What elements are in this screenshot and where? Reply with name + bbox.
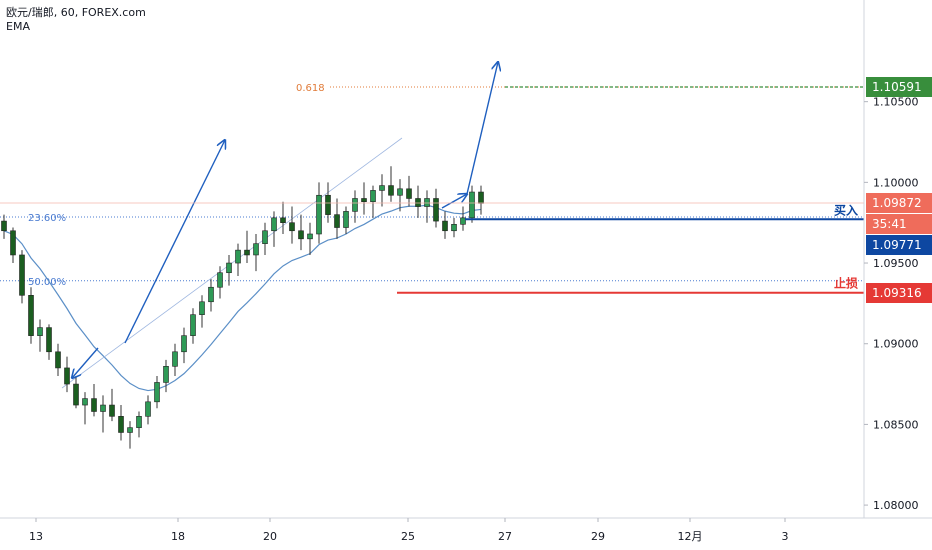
x-tick-label: 12月 (678, 530, 703, 543)
fib-levels: 0.618 23.60% 50.00% (0, 83, 864, 288)
arrows-layer (72, 62, 498, 378)
candle-body (163, 366, 169, 383)
candle-body (82, 398, 88, 406)
trendline (61, 137, 403, 389)
y-tick-label: 1.09500 (873, 257, 919, 270)
candle-body (217, 272, 223, 288)
price-tag-current: 1.09872 (866, 193, 932, 213)
x-tick-label: 27 (498, 530, 512, 543)
candle-body (172, 351, 178, 367)
x-tick-label: 18 (171, 530, 185, 543)
candle-body (145, 401, 151, 417)
price-axis: 1.10500 1.10000 1.09500 1.09000 1.08500 1.080… (864, 96, 919, 512)
candle-body (199, 301, 205, 315)
candle-body (361, 198, 367, 203)
candle-body (334, 214, 340, 228)
candle-body (316, 194, 322, 235)
time-axis: 13 18 20 25 27 29 12月 3 (29, 518, 789, 543)
symbol-title: 欧元/瑞郎, 60, FOREX.com (6, 6, 146, 19)
candle-body (280, 217, 286, 223)
candle-body (100, 404, 106, 412)
ema-layer (3, 137, 482, 392)
candle-body (73, 383, 79, 406)
candle-body (190, 314, 196, 336)
candle-body (406, 188, 412, 199)
candle-body (46, 327, 52, 353)
candle-body (19, 254, 25, 296)
candle-body (397, 188, 403, 196)
candle-body (424, 198, 430, 207)
candle-body (136, 416, 142, 428)
candle-body (433, 198, 439, 222)
x-tick-label: 29 (591, 530, 605, 543)
price-tag-countdown: 35:41 (866, 214, 932, 234)
candle-body (127, 427, 133, 433)
x-tick-label: 25 (401, 530, 415, 543)
candle-body (298, 230, 304, 240)
candle-body (55, 351, 61, 369)
candles-layer (1, 166, 484, 449)
candle-body (307, 233, 313, 240)
fib-label: 50.00% (28, 277, 66, 288)
x-tick-label: 3 (782, 530, 789, 543)
y-tick-label: 1.08000 (873, 499, 919, 512)
candle-body (226, 262, 232, 274)
forecast-arrow (441, 194, 467, 209)
stop-label: 止损 (834, 276, 858, 291)
forecast-arrow (124, 140, 225, 344)
candle-body (262, 230, 268, 244)
candle-body (415, 198, 421, 207)
candle-body (118, 416, 124, 433)
y-tick-label: 1.10000 (873, 176, 919, 189)
candle-body (469, 191, 475, 219)
fib-label: 0.618 (296, 83, 325, 94)
candle-body (460, 217, 466, 225)
candle-body (451, 224, 457, 232)
y-tick-label: 1.09000 (873, 338, 919, 351)
forecast-arrow (72, 347, 99, 378)
candle-body (10, 230, 16, 256)
candle-body (442, 220, 448, 232)
entry-label: 买入 (834, 203, 858, 217)
y-tick-label: 1.08500 (873, 418, 919, 431)
price-tag-stop: 1.09316 (866, 283, 932, 303)
candle-body (370, 190, 376, 203)
candle-body (478, 191, 484, 204)
candle-body (109, 404, 115, 417)
candle-body (235, 249, 241, 264)
fib-label: 23.60% (28, 213, 66, 224)
candle-body (379, 185, 385, 191)
candle-body (208, 286, 214, 303)
candle-body (325, 194, 331, 215)
price-tag-entry: 1.09771 (866, 235, 932, 255)
indicator-label: EMA (6, 20, 30, 33)
candle-body (37, 327, 43, 336)
candle-body (289, 222, 295, 232)
x-tick-label: 13 (29, 530, 43, 543)
candle-body (253, 243, 259, 256)
forecast-arrow (466, 62, 498, 195)
price-tag-target: 1.10591 (866, 77, 932, 97)
candle-body (181, 335, 187, 353)
candle-body (1, 220, 7, 232)
candle-body (28, 295, 34, 336)
chart-legend: 欧元/瑞郎, 60, FOREX.com EMA (6, 6, 146, 34)
y-tick-label: 1.10500 (873, 96, 919, 109)
candle-body (343, 211, 349, 228)
candle-body (91, 398, 97, 412)
candle-body (244, 249, 250, 256)
candle-body (271, 217, 277, 232)
ema-line (3, 204, 482, 392)
candle-body (388, 185, 394, 196)
candle-body (352, 198, 358, 212)
candle-body (154, 382, 160, 403)
x-tick-label: 20 (263, 530, 277, 543)
candle-body (64, 367, 70, 385)
